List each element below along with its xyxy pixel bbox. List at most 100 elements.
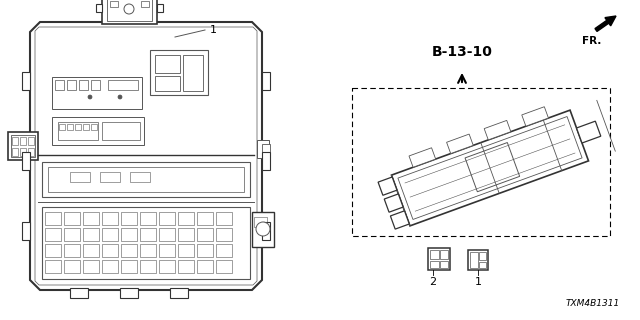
- Bar: [216, 260, 232, 273]
- Bar: [28, 148, 34, 156]
- Bar: [48, 167, 244, 192]
- Bar: [20, 137, 26, 145]
- Bar: [67, 124, 73, 130]
- Text: B-13-10: B-13-10: [431, 45, 492, 59]
- Bar: [91, 80, 100, 90]
- Text: TXM4B1311: TXM4B1311: [566, 299, 620, 308]
- Bar: [20, 148, 26, 156]
- Polygon shape: [384, 194, 403, 212]
- Bar: [262, 222, 270, 240]
- Polygon shape: [30, 22, 262, 290]
- Text: 1: 1: [210, 25, 217, 35]
- Circle shape: [118, 95, 122, 99]
- Bar: [110, 1, 118, 7]
- Bar: [140, 244, 156, 257]
- Circle shape: [88, 95, 92, 99]
- Bar: [430, 250, 439, 259]
- Bar: [216, 244, 232, 257]
- Bar: [159, 260, 175, 273]
- Bar: [64, 244, 80, 257]
- Bar: [28, 137, 34, 145]
- Bar: [257, 140, 269, 158]
- Bar: [159, 244, 175, 257]
- FancyArrow shape: [595, 16, 616, 31]
- Bar: [45, 260, 61, 273]
- Bar: [22, 152, 30, 170]
- Bar: [121, 228, 137, 241]
- Bar: [55, 80, 64, 90]
- Bar: [178, 212, 194, 225]
- Bar: [59, 124, 65, 130]
- Bar: [64, 260, 80, 273]
- Bar: [83, 228, 99, 241]
- Bar: [100, 172, 120, 182]
- Bar: [102, 260, 118, 273]
- Bar: [120, 288, 138, 298]
- Bar: [102, 228, 118, 241]
- Bar: [96, 4, 102, 12]
- Bar: [12, 148, 18, 156]
- Bar: [140, 228, 156, 241]
- Bar: [479, 262, 486, 268]
- Bar: [479, 252, 486, 260]
- Bar: [64, 212, 80, 225]
- Polygon shape: [484, 120, 511, 140]
- Bar: [140, 260, 156, 273]
- Bar: [107, 0, 152, 21]
- Bar: [197, 244, 213, 257]
- Bar: [102, 244, 118, 257]
- Bar: [83, 260, 99, 273]
- Bar: [42, 207, 250, 279]
- Bar: [155, 76, 180, 91]
- Bar: [141, 1, 149, 7]
- Bar: [45, 228, 61, 241]
- Bar: [83, 212, 99, 225]
- Bar: [183, 55, 203, 91]
- Bar: [42, 162, 250, 197]
- Bar: [83, 244, 99, 257]
- Bar: [67, 80, 76, 90]
- Bar: [157, 4, 163, 12]
- Bar: [440, 261, 448, 268]
- Bar: [262, 72, 270, 90]
- Bar: [91, 124, 97, 130]
- Bar: [197, 260, 213, 273]
- Bar: [70, 288, 88, 298]
- Bar: [11, 135, 35, 157]
- Bar: [150, 50, 208, 95]
- Polygon shape: [390, 211, 409, 229]
- Bar: [262, 144, 270, 154]
- Bar: [262, 152, 270, 170]
- Bar: [45, 244, 61, 257]
- Bar: [178, 244, 194, 257]
- Bar: [470, 252, 478, 268]
- Bar: [159, 228, 175, 241]
- Circle shape: [256, 222, 270, 236]
- Text: 1: 1: [474, 277, 481, 287]
- Bar: [468, 250, 488, 270]
- Bar: [102, 0, 157, 24]
- Bar: [440, 250, 448, 259]
- Bar: [12, 137, 18, 145]
- Bar: [140, 212, 156, 225]
- Bar: [83, 124, 89, 130]
- Bar: [58, 122, 98, 140]
- Bar: [216, 212, 232, 225]
- Bar: [252, 212, 274, 247]
- Bar: [178, 228, 194, 241]
- Bar: [121, 244, 137, 257]
- Polygon shape: [447, 134, 473, 154]
- Bar: [155, 55, 180, 73]
- Bar: [52, 117, 144, 145]
- Bar: [121, 212, 137, 225]
- Bar: [197, 228, 213, 241]
- Bar: [108, 80, 138, 90]
- Text: 2: 2: [429, 277, 436, 287]
- Bar: [121, 260, 137, 273]
- Polygon shape: [577, 121, 601, 143]
- Bar: [79, 80, 88, 90]
- Bar: [216, 228, 232, 241]
- Bar: [178, 260, 194, 273]
- Bar: [70, 172, 90, 182]
- Polygon shape: [522, 107, 548, 126]
